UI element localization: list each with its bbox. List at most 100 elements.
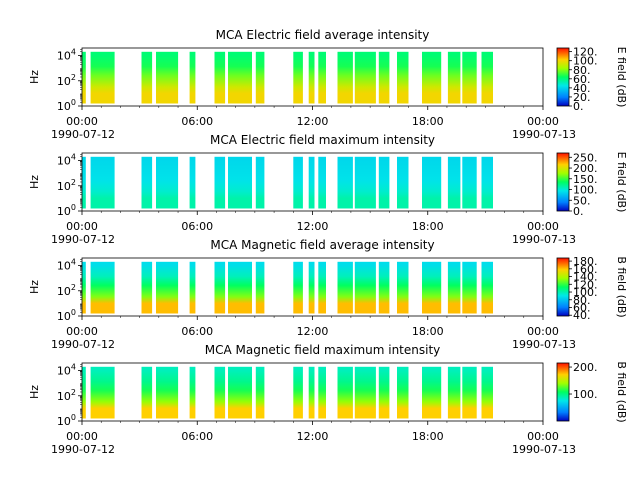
- data-block: [308, 261, 315, 314]
- colorbar-tick-label: 20.: [573, 91, 591, 104]
- data-block: [255, 156, 265, 209]
- y-tick-label: 104: [57, 258, 76, 273]
- data-block: [337, 156, 353, 209]
- data-block: [141, 366, 153, 419]
- colorbar-tick-label: 0.: [573, 100, 584, 113]
- data-block: [156, 261, 179, 314]
- data-block: [90, 261, 115, 314]
- colorbar-tick-label: 150.: [573, 173, 598, 186]
- y-tick-label: 102: [57, 178, 76, 193]
- data-block: [397, 261, 409, 314]
- data-block: [378, 261, 390, 314]
- data-block: [141, 51, 153, 104]
- data-block: [141, 261, 153, 314]
- colorbar-tick-label: 40.: [573, 82, 591, 95]
- colorbar: [556, 47, 570, 107]
- x-tick-label: 12:00: [297, 325, 329, 338]
- y-axis-label: Hz: [28, 280, 41, 294]
- x-tick-label: 00:00: [527, 430, 559, 443]
- data-block: [156, 51, 179, 104]
- x-tick-label: 18:00: [412, 220, 444, 233]
- colorbar-tick-label: 40.: [573, 309, 591, 322]
- data-block: [481, 156, 493, 209]
- x-tick-label: 00:00: [527, 115, 559, 128]
- data-block: [308, 366, 315, 419]
- data-block: [228, 51, 252, 104]
- colorbar-label: E field (dB): [615, 152, 628, 213]
- x-tick-label: 00:00: [66, 325, 98, 338]
- chart-title: MCA Electric field average intensity: [216, 28, 430, 42]
- colorbar-tick-label: 140.: [573, 271, 598, 284]
- data-block: [82, 51, 86, 104]
- colorbar-tick-label: 180.: [573, 255, 598, 268]
- data-block: [354, 51, 376, 104]
- y-tick-label: 104: [57, 48, 76, 63]
- colorbar-tick-label: 100.: [573, 184, 598, 197]
- data-block: [354, 261, 376, 314]
- colorbar-tick-label: 250.: [573, 151, 598, 164]
- panel-2: MCA Electric field maximum intensity Hz 10…: [28, 133, 628, 246]
- colorbar-tick-label: 100.: [573, 55, 598, 68]
- x-date-label: 1990-07-12: [51, 233, 115, 246]
- x-date-label: 1990-07-13: [512, 128, 576, 141]
- data-block: [255, 261, 265, 314]
- colorbar: [556, 362, 570, 422]
- y-tick-label: 102: [57, 388, 76, 403]
- x-tick-label: 18:00: [412, 430, 444, 443]
- data-block: [189, 156, 196, 209]
- data-block: [228, 156, 252, 209]
- data-block: [293, 156, 303, 209]
- data-block: [462, 261, 477, 314]
- data-block: [90, 366, 115, 419]
- data-block: [214, 156, 226, 209]
- y-tick-label: 100: [57, 98, 76, 113]
- data-block: [293, 51, 303, 104]
- data-block: [90, 156, 115, 209]
- data-block: [481, 51, 493, 104]
- colorbar-tick-label: 120.: [573, 46, 598, 59]
- data-block: [82, 366, 86, 419]
- x-tick-label: 18:00: [412, 115, 444, 128]
- x-tick-label: 06:00: [181, 430, 213, 443]
- y-tick-label: 104: [57, 363, 76, 378]
- data-block: [447, 366, 461, 419]
- y-tick-label: 102: [57, 73, 76, 88]
- data-block: [228, 366, 252, 419]
- data-block: [293, 261, 303, 314]
- y-tick-label: 100: [57, 203, 76, 218]
- colorbar-label: B field (dB): [615, 256, 628, 317]
- data-block: [378, 51, 390, 104]
- colorbar-tick-label: 80.: [573, 64, 591, 77]
- y-tick-label: 100: [57, 413, 76, 428]
- data-block: [214, 261, 226, 314]
- colorbar-label: B field (dB): [615, 361, 628, 422]
- data-block: [189, 261, 196, 314]
- chart-title: MCA Electric field maximum intensity: [210, 133, 435, 147]
- x-tick-label: 00:00: [527, 220, 559, 233]
- colorbar-tick-label: 200.: [573, 361, 598, 374]
- x-tick-label: 12:00: [297, 115, 329, 128]
- data-block: [214, 366, 226, 419]
- data-block: [82, 156, 86, 209]
- x-date-label: 1990-07-13: [512, 233, 576, 246]
- data-block: [141, 156, 153, 209]
- y-axis-label: Hz: [28, 385, 41, 399]
- colorbar: [556, 257, 570, 317]
- data-block: [156, 366, 179, 419]
- x-tick-label: 00:00: [66, 430, 98, 443]
- y-tick-label: 102: [57, 283, 76, 298]
- data-block: [447, 51, 461, 104]
- colorbar-tick-label: 120.: [573, 278, 598, 291]
- data-block: [397, 366, 409, 419]
- data-block: [422, 51, 442, 104]
- colorbar-tick-label: 100.: [573, 388, 598, 401]
- x-tick-label: 12:00: [297, 430, 329, 443]
- y-axis-label: Hz: [28, 70, 41, 84]
- data-block: [255, 51, 265, 104]
- x-date-label: 1990-07-12: [51, 128, 115, 141]
- x-tick-label: 06:00: [181, 220, 213, 233]
- data-block: [481, 366, 493, 419]
- y-tick-label: 100: [57, 308, 76, 323]
- data-block: [156, 156, 179, 209]
- data-block: [397, 156, 409, 209]
